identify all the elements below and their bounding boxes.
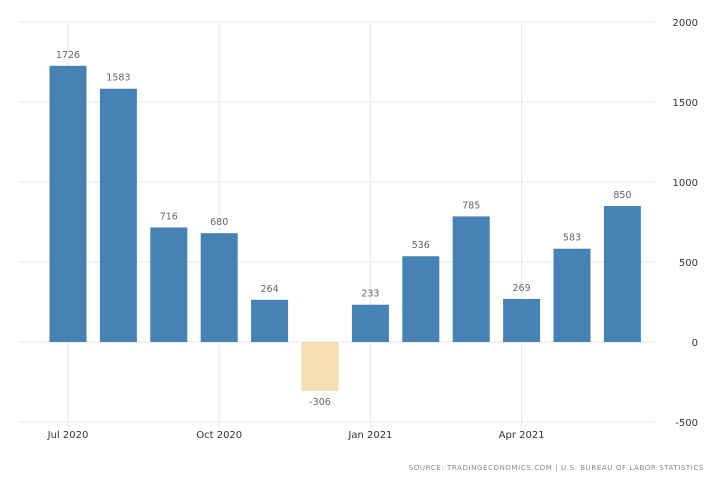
data-label: 1583 <box>106 73 130 84</box>
bar <box>553 248 591 342</box>
y-tick-label: 2000 <box>673 18 698 29</box>
data-label: 1726 <box>56 50 80 61</box>
x-tick-label: Jan 2021 <box>347 430 392 441</box>
x-tick-label: Apr 2021 <box>499 430 545 441</box>
data-label: 850 <box>613 190 631 201</box>
data-label: 680 <box>210 217 228 228</box>
bar <box>603 206 641 342</box>
data-label: 536 <box>412 240 430 251</box>
x-tick-label: Oct 2020 <box>196 430 242 441</box>
source-note: SOURCE: TRADINGECONOMICS.COM | U.S. BURE… <box>409 464 704 472</box>
data-label: 233 <box>361 289 379 300</box>
data-labels: 1726 1583 716 680 264 -306 233 536 785 269 583 850 <box>56 50 632 408</box>
data-label: 785 <box>462 200 480 211</box>
data-label: -306 <box>309 397 331 408</box>
x-axis: Jul 2020 Oct 2020 Jan 2021 Apr 2021 <box>47 430 545 441</box>
bar <box>503 298 541 342</box>
bar <box>402 256 440 342</box>
data-label: 264 <box>261 284 279 295</box>
y-axis: 2000 1500 1000 500 0 -500 <box>673 18 698 429</box>
bars <box>49 65 641 391</box>
y-tick-label: 1500 <box>673 98 698 109</box>
data-label: 716 <box>160 211 178 222</box>
x-tick-label: Jul 2020 <box>47 430 89 441</box>
bar <box>200 233 238 342</box>
y-tick-label: 1000 <box>673 178 698 189</box>
bar <box>452 216 490 342</box>
bar <box>351 304 389 342</box>
bar <box>251 299 289 342</box>
y-tick-label: 0 <box>692 338 698 349</box>
y-tick-label: -500 <box>675 418 698 429</box>
bar <box>99 88 137 342</box>
bar <box>49 65 87 342</box>
y-tick-label: 500 <box>679 258 698 269</box>
data-label: 269 <box>513 283 531 294</box>
bar <box>150 227 188 342</box>
bar <box>301 342 339 391</box>
data-label: 583 <box>563 233 581 244</box>
